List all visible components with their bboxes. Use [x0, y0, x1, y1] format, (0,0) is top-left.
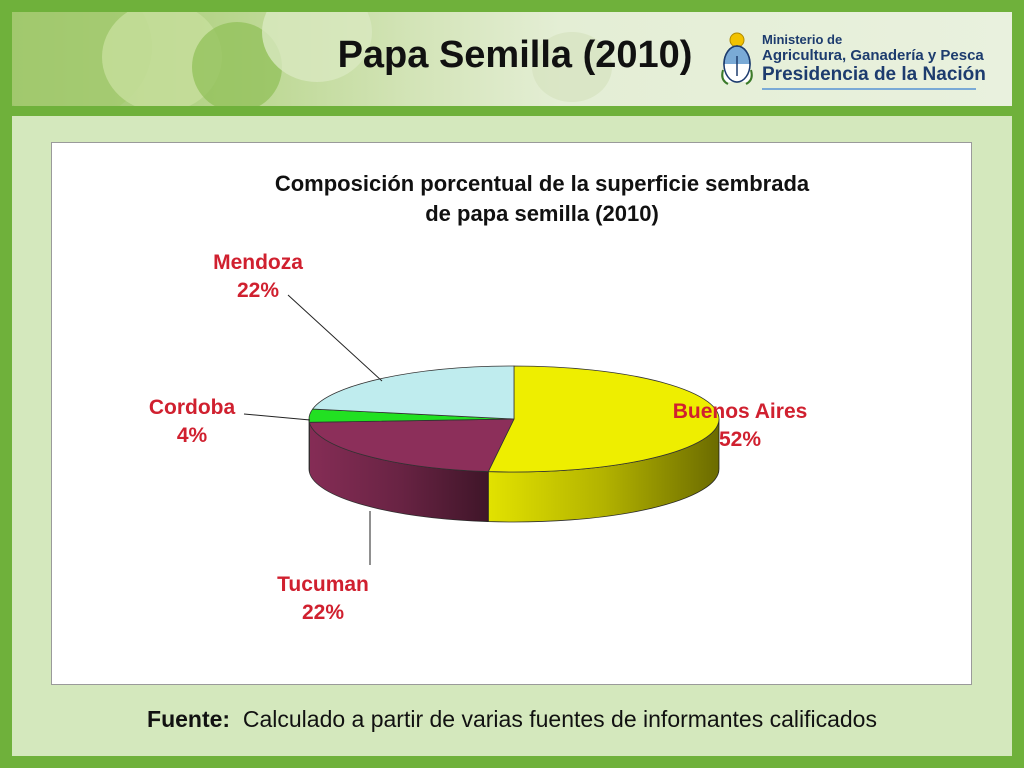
banner-decoration	[532, 32, 612, 102]
logo-line-presidency: Presidencia de la Nación	[762, 64, 986, 85]
pie-side-shade-buenos-aires	[488, 419, 719, 522]
source-note: Fuente: Calculado a partir de varias fue…	[0, 706, 1024, 733]
pie-chart: Composición porcentual de la superficie …	[149, 171, 810, 624]
chart-title-line-1: Composición porcentual de la superficie …	[275, 171, 810, 196]
pie-sides	[308, 418, 720, 523]
header-banner: Papa Semilla (2010) Ministerio de Agricu…	[12, 12, 1012, 116]
banner-band	[12, 106, 1012, 116]
pie-slice-mendoza	[311, 365, 515, 420]
pie-slice-tucuman	[308, 418, 515, 472]
pie-slice-buenos-aires	[487, 365, 720, 473]
logo-underline	[762, 88, 976, 90]
slice-label-tucuman: Tucuman	[277, 573, 369, 596]
slice-value-mendoza: 22%	[237, 279, 279, 302]
ministry-logo: Ministerio de Agricultura, Ganadería y P…	[718, 26, 986, 92]
coat-of-arms-icon	[721, 32, 753, 85]
chart-panel: Composición porcentual de la superficie …	[51, 142, 972, 685]
pie-labels: Buenos Aires 52% Tucuman 22% Cordoba 4% Mendoz…	[149, 251, 807, 624]
slide-title: Papa Semilla (2010)	[337, 34, 693, 76]
slice-value-tucuman: 22%	[302, 601, 344, 624]
logo-line-ministry: Ministerio de	[762, 32, 843, 47]
leader-line-cordoba	[243, 413, 311, 421]
logo-line-agriculture: Agricultura, Ganadería y Pesca	[762, 47, 984, 64]
slice-label-cordoba: Cordoba	[149, 396, 236, 419]
leader-line-mendoza	[287, 294, 383, 382]
slice-value-buenos-aires: 52%	[719, 428, 761, 451]
slice-label-mendoza: Mendoza	[213, 251, 303, 274]
slice-value-cordoba: 4%	[177, 424, 208, 447]
pie-tops	[308, 365, 720, 473]
pie-side-shade-tucuman	[309, 422, 489, 522]
slice-label-buenos-aires: Buenos Aires	[673, 400, 808, 423]
source-text: Calculado a partir de varias fuentes de …	[242, 706, 877, 732]
chart-title-line-2: de papa semilla (2010)	[425, 201, 659, 226]
source-label: Fuente:	[147, 706, 231, 732]
